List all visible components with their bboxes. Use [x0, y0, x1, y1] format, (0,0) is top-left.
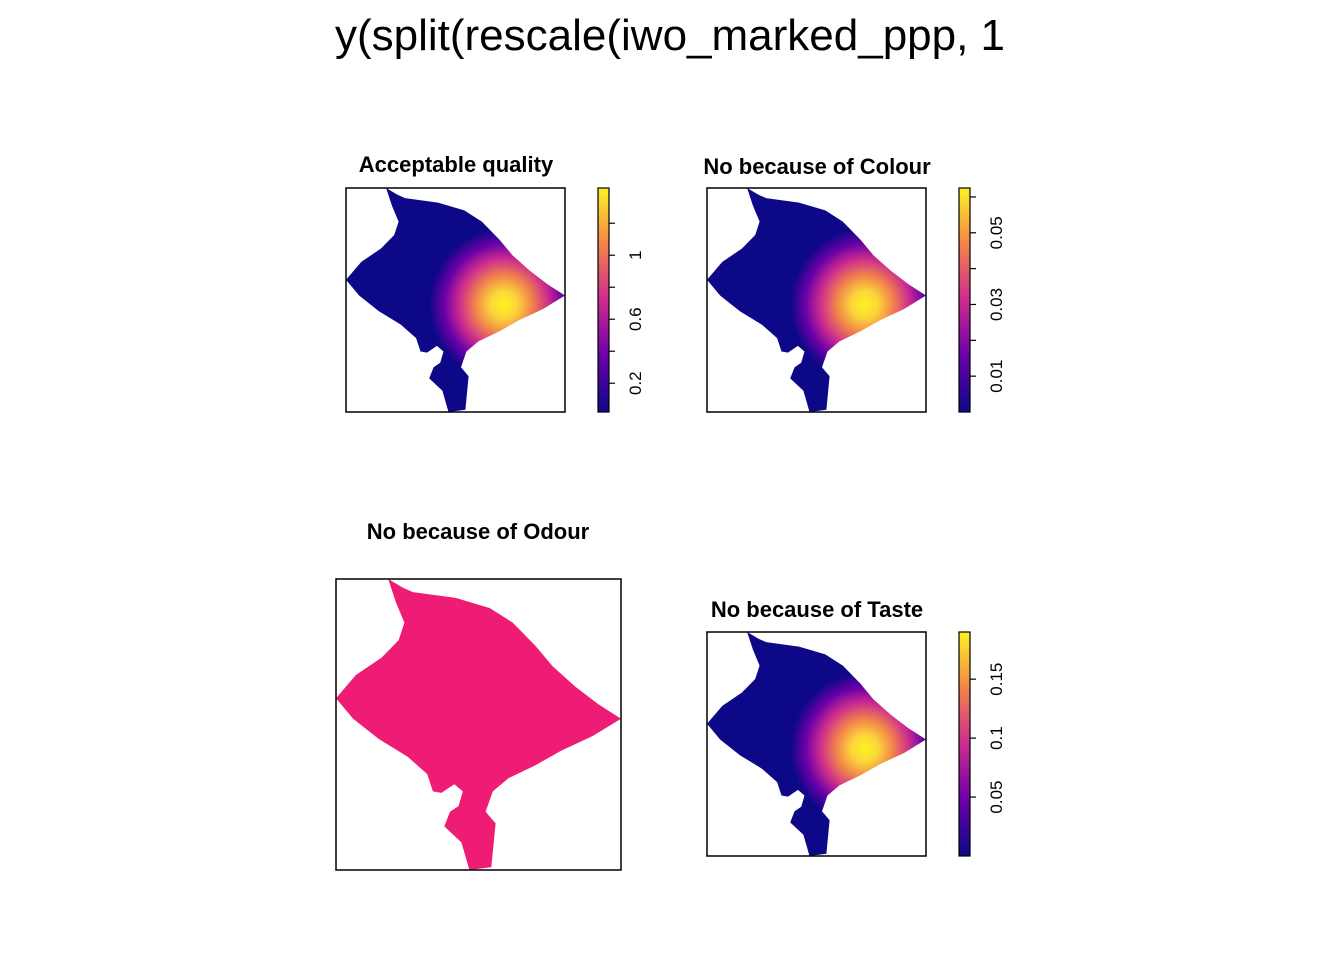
no-because-of-odour-intensity-surface: [336, 579, 621, 870]
figure-title: y(split(rescale(iwo_marked_ppp, 1: [335, 11, 1005, 60]
no-because-of-colour-plot-frame: [706, 187, 927, 413]
no-because-of-taste-plot-frame: [706, 631, 927, 857]
no-because-of-taste-tick-label-0: 0.05: [987, 781, 1006, 814]
panel-no-because-of-colour: No because of Colour 0.01 0.03 0.05: [703, 154, 1006, 413]
no-because-of-taste-intensity-surface: [707, 632, 926, 856]
no-because-of-taste-colorbar: [958, 631, 971, 857]
no-because-of-colour-tick-label-1: 0.03: [987, 288, 1006, 321]
acceptable-quality-plot-frame: [345, 187, 566, 413]
no-because-of-colour-intensity-surface: [707, 188, 926, 412]
acceptable-quality-tick-label-1: 0.6: [626, 307, 645, 331]
no-because-of-colour-title: No because of Colour: [703, 154, 931, 179]
panel-no-because-of-taste: No because of Taste 0.05 0.1 0.15: [706, 597, 1006, 857]
no-because-of-colour-tick-label-0: 0.01: [987, 360, 1006, 393]
no-because-of-odour-title: No because of Odour: [367, 519, 590, 544]
no-because-of-colour-tick-label-2: 0.05: [987, 216, 1006, 249]
acceptable-quality-intensity-surface: [346, 188, 565, 412]
no-because-of-taste-tick-label-1: 0.1: [987, 726, 1006, 750]
acceptable-quality-tick-label-0: 0.2: [626, 371, 645, 395]
panel-no-because-of-odour: No because of Odour: [335, 519, 622, 871]
acceptable-quality-title: Acceptable quality: [359, 152, 554, 177]
no-because-of-taste-title: No because of Taste: [711, 597, 923, 622]
panel-acceptable-quality: Acceptable quality 0.2 0.6 1: [345, 152, 645, 413]
no-because-of-colour-colorbar: [958, 187, 971, 413]
acceptable-quality-colorbar: [597, 187, 610, 413]
no-because-of-odour-plot-frame: [335, 578, 622, 871]
acceptable-quality-tick-label-2: 1: [626, 250, 645, 259]
no-because-of-taste-tick-label-2: 0.15: [987, 663, 1006, 696]
